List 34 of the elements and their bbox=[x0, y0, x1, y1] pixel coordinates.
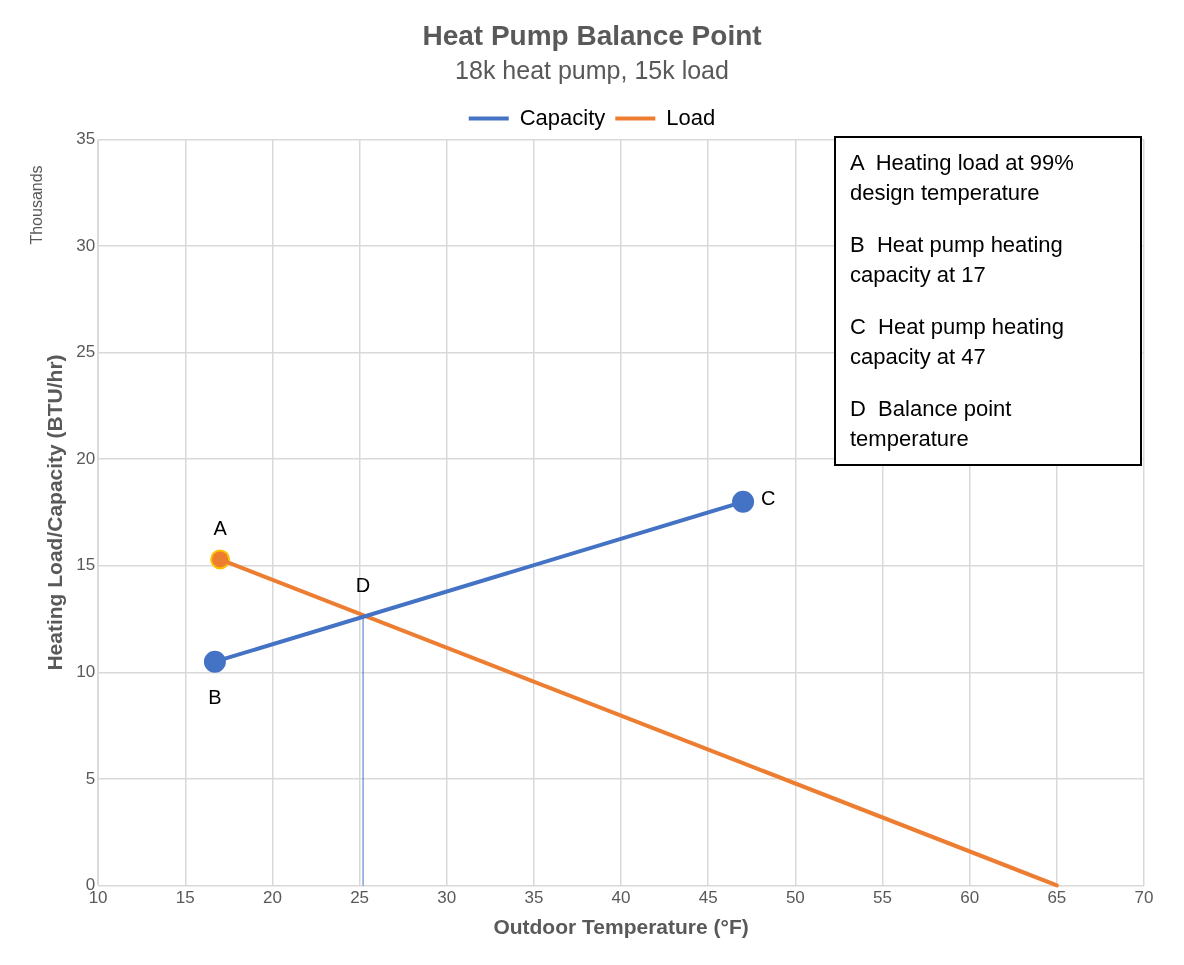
y-tick-label: 15 bbox=[76, 555, 96, 575]
annotation: D bbox=[355, 574, 371, 597]
annotation: C bbox=[761, 487, 776, 510]
legend-label: Capacity bbox=[519, 104, 606, 130]
x-tick-label: 60 bbox=[960, 888, 980, 908]
x-tick-label: 15 bbox=[175, 888, 195, 908]
x-tick-label: 50 bbox=[785, 888, 805, 908]
x-tick-label: 30 bbox=[437, 888, 457, 908]
x-tick-label: 40 bbox=[611, 888, 631, 908]
x-tick-label: 20 bbox=[262, 888, 282, 908]
y-axis-title: Heating Load/Capacity (BTU/hr) bbox=[43, 354, 67, 671]
x-tick-label: 45 bbox=[698, 888, 718, 908]
annotation: C Heat pump heating capacity at 47 bbox=[850, 312, 1066, 371]
x-tick-label: 25 bbox=[350, 888, 370, 908]
annotation: B bbox=[208, 686, 222, 709]
text: Thousands bbox=[27, 165, 46, 245]
y-tick-label: 25 bbox=[76, 342, 96, 362]
chart-title: Heat Pump Balance Point bbox=[422, 19, 762, 51]
x-tick-label: 35 bbox=[524, 888, 544, 908]
x-tick-label: 70 bbox=[1134, 888, 1154, 908]
y-tick-label: 30 bbox=[76, 235, 96, 255]
chart-subtitle: 18k heat pump, 15k load bbox=[455, 56, 729, 85]
x-axis-title: Outdoor Temperature (°F) bbox=[493, 915, 749, 939]
annotation: A bbox=[213, 516, 228, 539]
annotation: B Heat pump heating capacity at 17 bbox=[850, 230, 1064, 289]
annotation: A Heating load at 99% design temperature bbox=[850, 148, 1075, 207]
y-tick-label: 35 bbox=[76, 129, 96, 149]
y-tick-label: 10 bbox=[76, 662, 96, 681]
x-tick-label: 65 bbox=[1047, 888, 1067, 908]
legend-label: Load bbox=[666, 104, 716, 130]
y-tick-label: 20 bbox=[76, 448, 96, 468]
y-tick-label: 5 bbox=[85, 768, 96, 788]
x-tick-label: 55 bbox=[873, 888, 892, 908]
annotation: D Balance point temperature bbox=[850, 394, 1013, 453]
